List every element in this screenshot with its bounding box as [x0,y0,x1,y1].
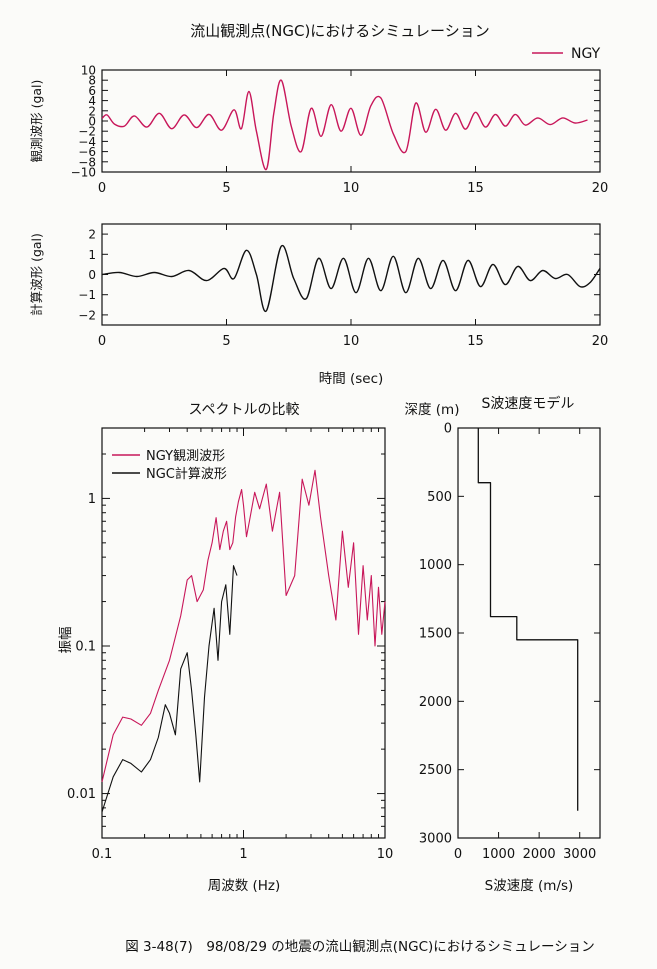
y-axis-label: 深度 (m) [405,402,460,418]
y-tick-label: 0.01 [67,787,96,802]
y-tick-label: −2 [78,125,96,139]
spectrum-line-observed [101,469,386,783]
y-tick-label: 0.1 [75,639,96,654]
y-tick-label: 1000 [419,558,452,573]
waveform-line [101,244,601,312]
waveform-line [101,79,588,171]
y-tick-label: −6 [78,145,96,159]
y-tick-label: 3000 [419,832,452,847]
x-tick-label: 15 [467,181,484,196]
y-tick-label: 6 [88,84,96,98]
y-tick-label: 8 [88,74,96,88]
y-axis-label: 振幅 [58,627,74,654]
legend-label-ngy: NGY [571,46,601,62]
legend-label-computed: NGC計算波形 [146,466,227,482]
y-tick-label: −10 [71,166,96,180]
x-tick-label: 20 [592,334,609,349]
x-tick-label: 1 [239,847,247,862]
y-axis-label: 観測波形 (gal) [29,80,44,163]
x-tick-label: 2000 [523,847,556,862]
y-tick-label: 0 [444,422,452,437]
x-tick-label: 10 [343,181,360,196]
y-tick-label: 10 [81,64,96,78]
figure-title: 流山観測点(NGC)におけるシミュレーション [190,22,489,40]
y-tick-label: 2000 [419,695,452,710]
x-tick-label: 10 [377,847,394,862]
x-tick-label: 1000 [482,847,515,862]
y-tick-label: −1 [78,288,96,302]
x-axis-label: S波速度 (m/s) [485,878,574,894]
x-tick-label: 10 [343,334,360,349]
y-tick-label: 1 [88,248,96,262]
y-tick-label: 2 [88,228,96,242]
chart-title: スペクトルの比較 [188,402,299,418]
y-tick-label: 0 [88,115,96,129]
plot-frame [457,427,601,839]
x-axis-label: 時間 (sec) [319,371,384,387]
y-tick-label: 500 [427,490,452,505]
spectrum-line-computed [101,565,238,813]
y-tick-label: 2 [88,104,96,118]
x-tick-label: 5 [222,334,230,349]
chart-title: S波速度モデル [482,395,575,412]
y-axis-label: 計算波形 (gal) [29,233,44,316]
plot-frame [101,427,386,839]
y-tick-label: −4 [78,135,96,149]
legend-label-observed: NGY観測波形 [146,449,225,464]
y-tick-label: 1 [88,492,96,507]
figure-caption: 図 3-48(7) 98/08/29 の地震の流山観測点(NGC)におけるシミュ… [125,938,594,955]
y-tick-label: 4 [88,94,96,108]
x-tick-label: 0 [454,847,462,862]
plot-frame [101,69,601,173]
y-tick-label: 2500 [419,763,452,778]
x-tick-label: 0.1 [92,847,113,862]
x-tick-label: 5 [222,181,230,196]
x-tick-label: 0 [98,181,106,196]
x-axis-label: 周波数 (Hz) [208,878,281,894]
spectrum-panel: スペクトルの比較 0.1 1 10 0.01 0.1 1 NGY観測波形 NGC計算波形周波数 … [58,402,393,894]
computed-waveform-panel: 0 5 10 15 20 −2 −1 0 1 2 計算波形 (gal) 時間 (sec) [29,223,609,387]
x-tick-label: 3000 [563,847,596,862]
x-tick-label: 15 [467,334,484,349]
x-tick-label: 20 [592,181,609,196]
y-tick-label: 1500 [419,627,452,642]
y-tick-label: −8 [78,155,96,169]
x-tick-label: 0 [98,334,106,349]
y-tick-label: 0 [88,268,96,282]
y-tick-label: −2 [78,308,96,322]
velocity-profile-line [477,428,579,811]
